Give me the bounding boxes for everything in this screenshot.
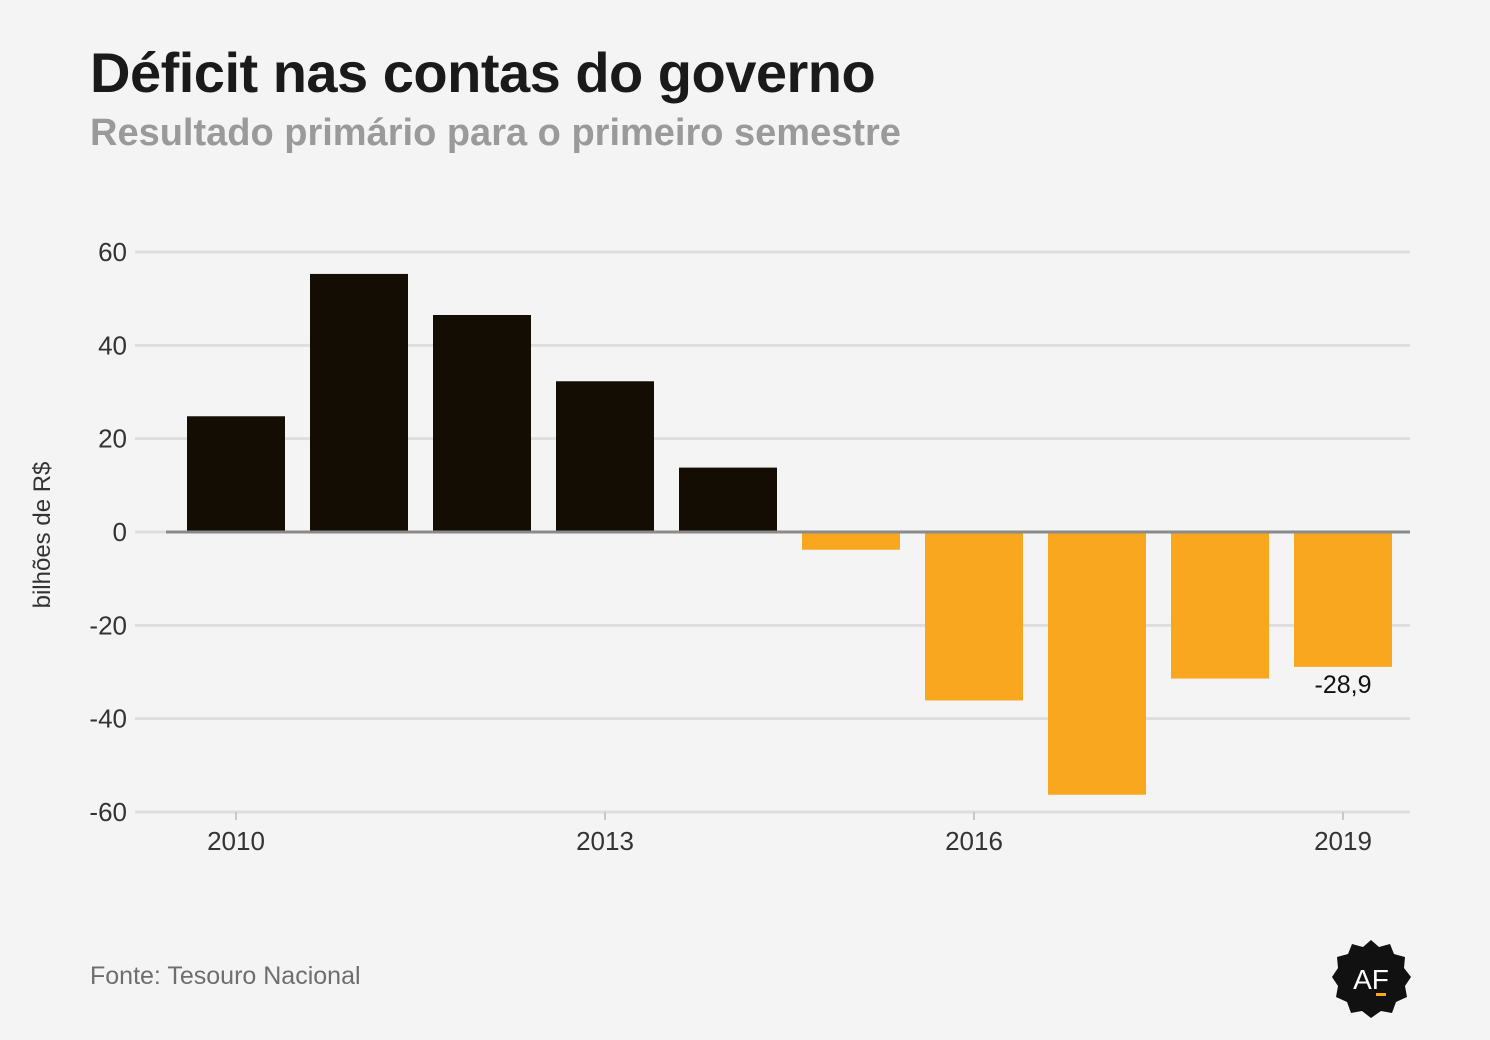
x-tick-label: 2019 — [1314, 826, 1372, 856]
logo-badge-icon — [1332, 940, 1411, 1018]
y-tick-label: 0 — [113, 517, 127, 547]
source-note: Fonte: Tesouro Nacional — [90, 962, 361, 990]
y-tick-label: -60 — [89, 797, 127, 827]
bar-2017 — [1048, 532, 1146, 795]
y-axis-ticks: 60 40 20 0 -20 -40 -60 — [89, 237, 127, 827]
bar-2014 — [679, 467, 777, 532]
bars — [187, 273, 1392, 795]
chart-subtitle: Resultado primário para o primeiro semes… — [90, 112, 901, 154]
af-logo: AF — [1332, 940, 1411, 1018]
y-tick-label: 40 — [98, 330, 127, 360]
annotations: -28,9 — [1315, 671, 1372, 699]
bar-2013 — [556, 381, 654, 532]
x-tick-label: 2010 — [207, 826, 265, 856]
x-axis-ticks: 2010 2013 2016 2019 — [207, 812, 1372, 856]
bar-2015 — [802, 532, 900, 550]
bar-2012 — [433, 315, 531, 532]
chart-title: Déficit nas contas do governo — [90, 41, 876, 104]
bar-2016 — [925, 532, 1023, 701]
logo-text: AF — [1353, 964, 1389, 995]
bar-2019 — [1294, 532, 1392, 667]
bar-2011 — [310, 273, 408, 532]
grid-lines — [135, 250, 1410, 814]
bar-2010 — [187, 416, 285, 532]
data-label: -28,9 — [1315, 671, 1372, 699]
logo-accent-mark — [1376, 993, 1386, 996]
bar-2018 — [1171, 532, 1269, 679]
y-tick-label: 20 — [98, 424, 127, 454]
x-tick-label: 2016 — [945, 826, 1003, 856]
y-tick-label: 60 — [98, 237, 127, 267]
y-tick-label: -20 — [89, 610, 127, 640]
y-axis-label: bilhões de R$ — [29, 462, 56, 609]
x-tick-label: 2013 — [576, 826, 634, 856]
y-tick-label: -40 — [89, 704, 127, 734]
